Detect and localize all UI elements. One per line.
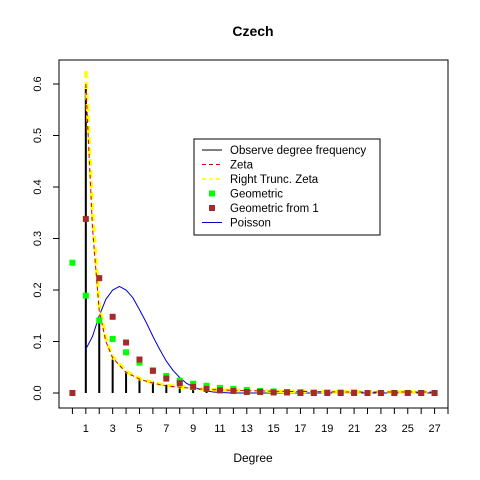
geometric-from-1-point bbox=[377, 390, 384, 396]
geometric-from-1-point bbox=[337, 390, 344, 396]
geometric-from-1-point bbox=[257, 388, 264, 395]
geometric-from-1-point bbox=[136, 356, 143, 363]
x-tick-label: 15 bbox=[267, 423, 279, 435]
geometric-from-1-point bbox=[243, 388, 250, 395]
x-tick-label: 19 bbox=[321, 423, 333, 435]
geometric-from-1-point bbox=[297, 390, 304, 396]
geometric-from-1-point bbox=[270, 389, 277, 396]
geometric-from-1-point bbox=[230, 387, 237, 394]
legend-label: Poisson bbox=[230, 218, 271, 230]
geometric-point bbox=[136, 359, 143, 366]
geometric-from-1-point bbox=[310, 390, 317, 396]
geometric-from-1-point bbox=[109, 313, 116, 320]
geometric-point bbox=[123, 349, 130, 356]
legend-swatch bbox=[209, 190, 215, 197]
y-tick-label: 0.2 bbox=[32, 282, 44, 297]
x-tick-label: 25 bbox=[402, 423, 414, 435]
geometric-from-1-point bbox=[404, 390, 411, 396]
geometric-from-1-point bbox=[216, 387, 223, 394]
y-tick-label: 0.5 bbox=[32, 128, 44, 143]
legend-swatch bbox=[209, 205, 215, 211]
geometric-from-1-point bbox=[149, 367, 156, 374]
geometric-from-1-point bbox=[190, 383, 197, 390]
legend-label: Geometric from 1 bbox=[230, 203, 319, 215]
y-tick-label: 0.6 bbox=[32, 76, 44, 91]
y-tick-label: 0.4 bbox=[32, 179, 44, 194]
legend-label: Geometric bbox=[230, 189, 283, 201]
x-tick-label: 23 bbox=[375, 423, 387, 435]
geometric-from-1-point bbox=[284, 389, 291, 396]
x-tick-label: 5 bbox=[136, 423, 142, 435]
geometric-point bbox=[69, 259, 76, 266]
geometric-from-1-point bbox=[82, 215, 89, 222]
x-tick-label: 21 bbox=[348, 423, 360, 435]
geometric-from-1-point bbox=[324, 390, 331, 396]
series-layer bbox=[69, 71, 438, 396]
geometric-from-1-point bbox=[176, 380, 183, 387]
x-axis-label: Degree bbox=[233, 451, 273, 465]
x-tick-label: 7 bbox=[163, 423, 169, 435]
geometric-point bbox=[109, 335, 116, 342]
geometric-point bbox=[203, 382, 210, 389]
x-tick-label: 9 bbox=[190, 423, 196, 435]
geometric-from-1-point bbox=[364, 390, 371, 396]
x-tick-label: 13 bbox=[241, 423, 253, 435]
x-tick-label: 27 bbox=[428, 423, 440, 435]
geometric-from-1-point bbox=[418, 390, 425, 396]
geometric-point bbox=[190, 380, 197, 387]
x-tick-label: 11 bbox=[214, 423, 225, 435]
plot-frame bbox=[58, 59, 449, 409]
geometric-point bbox=[96, 317, 103, 324]
x-tick-label: 1 bbox=[83, 423, 89, 435]
legend-label: Right Trunc. Zeta bbox=[230, 174, 319, 186]
geometric-from-1-point bbox=[203, 385, 210, 392]
zeta-line bbox=[85, 83, 435, 393]
geometric-point bbox=[82, 292, 89, 299]
geometric-from-1-point bbox=[69, 390, 76, 396]
legend-label: Zeta bbox=[230, 160, 254, 172]
x-tick-label: 17 bbox=[294, 423, 306, 435]
geometric-from-1-point bbox=[431, 390, 438, 396]
geometric-from-1-point bbox=[96, 275, 103, 282]
geometric-from-1-point bbox=[391, 390, 398, 396]
geometric-from-1-point bbox=[123, 339, 130, 346]
y-tick-label: 0.3 bbox=[32, 231, 44, 246]
geometric-from-1-point bbox=[351, 390, 358, 396]
x-tick-label: 3 bbox=[110, 423, 116, 435]
chart-title: Czech bbox=[232, 23, 273, 39]
legend: Observe degree frequency Zeta Right Trunc.… bbox=[193, 138, 381, 236]
geometric-from-1-point bbox=[163, 375, 170, 382]
y-tick-label: 0.0 bbox=[32, 385, 44, 400]
x-axis: 1 3 5 7 9 11 13 15 17 19 21 23 25 27 bbox=[71, 408, 449, 435]
y-tick-label: 0.1 bbox=[32, 334, 44, 349]
legend-label: Observe degree frequency bbox=[230, 145, 366, 157]
legend-box bbox=[193, 138, 381, 236]
y-axis: 0.0 0.1 0.2 0.3 0.4 0.5 0.6 bbox=[32, 76, 59, 401]
